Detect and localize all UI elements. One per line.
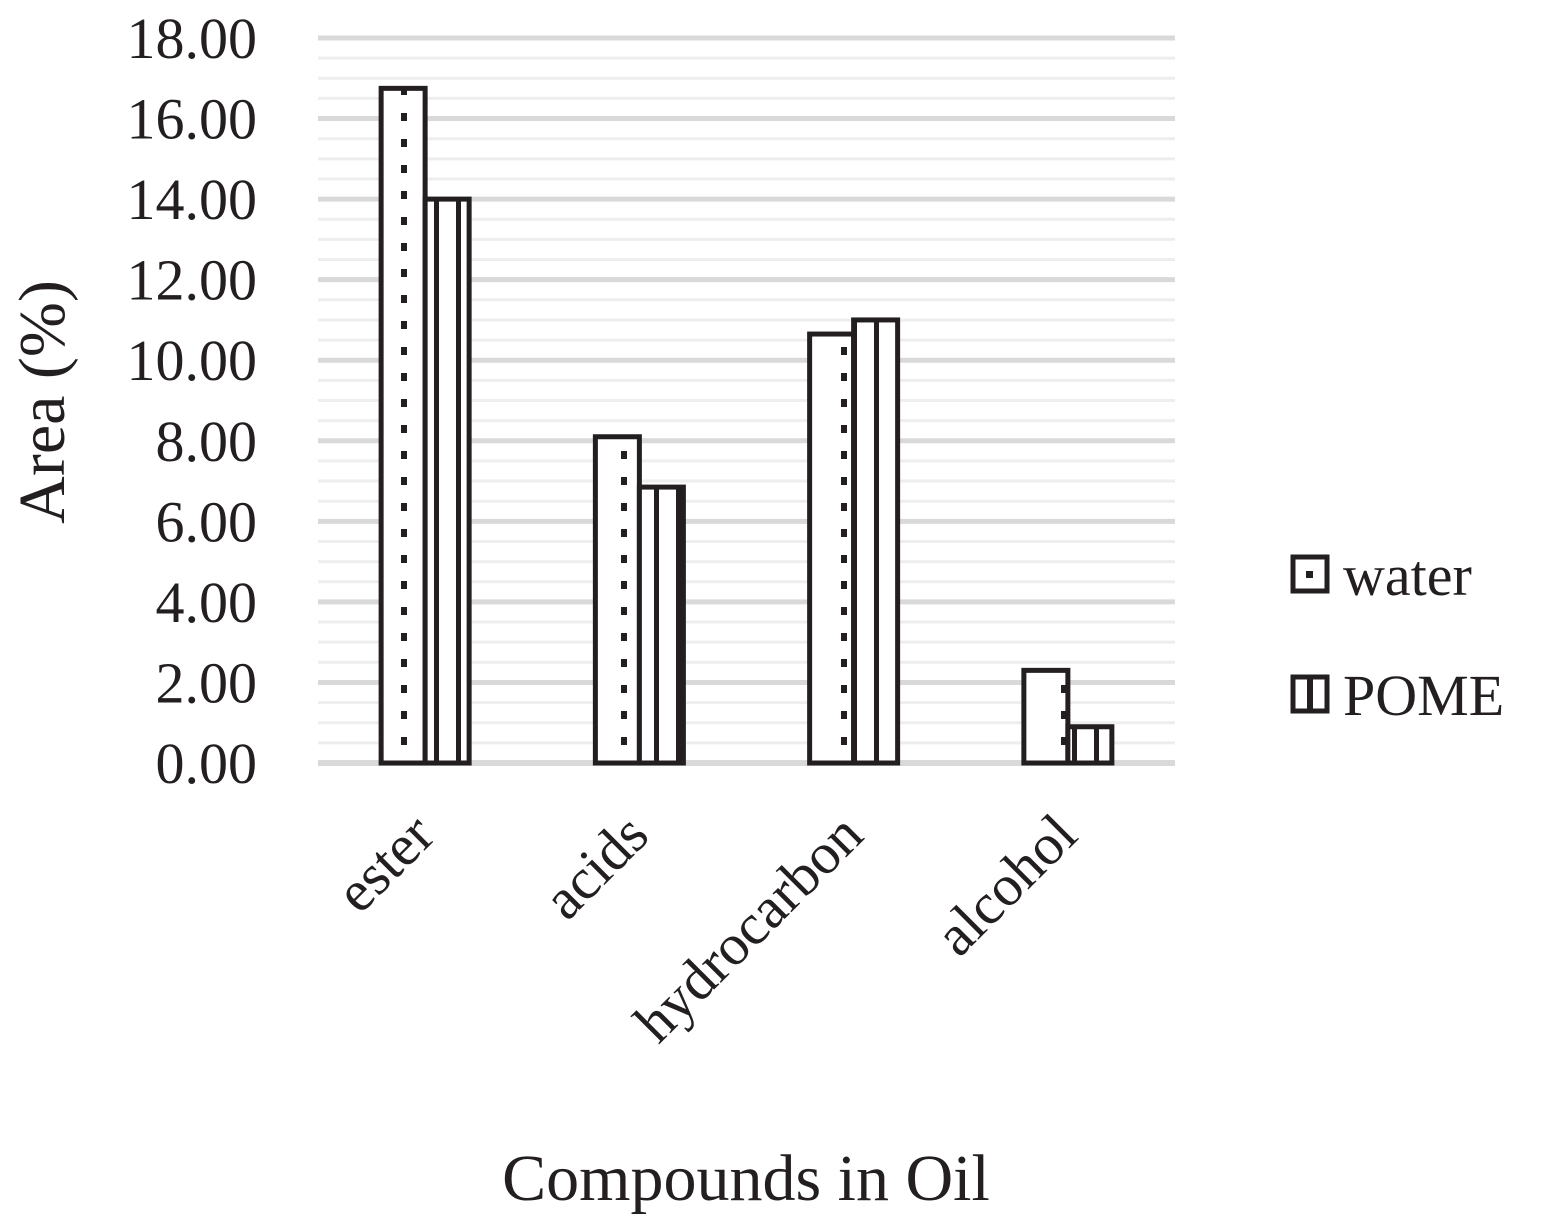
bar-water-acids — [592, 434, 642, 766]
bar-water-alcohol — [1021, 667, 1071, 766]
bar-water-hydrocarbon — [807, 331, 857, 766]
legend-item-pome: POME — [1290, 663, 1504, 728]
x-category-label: hydrocarbon — [622, 801, 875, 1054]
legend-swatch-dot — [1306, 571, 1313, 578]
legend-swatch-stripe — [1307, 679, 1313, 709]
y-tick-label: 8.00 — [156, 409, 258, 474]
y-tick-label: 12.00 — [127, 248, 258, 313]
y-tick-label: 14.00 — [127, 167, 258, 232]
y-tick-label: 2.00 — [156, 650, 258, 715]
bar-pome-ester — [422, 196, 472, 766]
legend-label: water — [1343, 543, 1472, 608]
bar-pome-acids — [636, 484, 686, 766]
legend-item-water: water — [1290, 543, 1472, 608]
bar-pome-hydrocarbon — [851, 317, 901, 766]
y-tick-label: 10.00 — [127, 328, 258, 393]
bar-pome-alcohol — [1065, 724, 1115, 766]
y-axis-tick-labels: 0.00 2.00 4.00 6.00 8.00 10.00 12.00 14.00 16.00… — [127, 6, 258, 796]
y-axis-title: Area (%) — [6, 280, 79, 524]
x-axis-title: Compounds in Oil — [502, 1142, 990, 1215]
y-tick-label: 6.00 — [156, 489, 258, 554]
y-tick-label: 16.00 — [127, 87, 258, 152]
bar-water-ester — [378, 85, 428, 766]
legend-label: POME — [1343, 663, 1504, 728]
y-tick-label: 0.00 — [156, 731, 258, 796]
y-tick-label: 18.00 — [127, 6, 258, 71]
x-category-label: ester — [323, 801, 446, 924]
bars — [378, 85, 1115, 766]
x-category-label: acids — [530, 801, 660, 931]
y-tick-label: 4.00 — [156, 570, 258, 635]
legend: water POME — [1290, 543, 1504, 728]
x-category-label: alcohol — [922, 801, 1089, 968]
